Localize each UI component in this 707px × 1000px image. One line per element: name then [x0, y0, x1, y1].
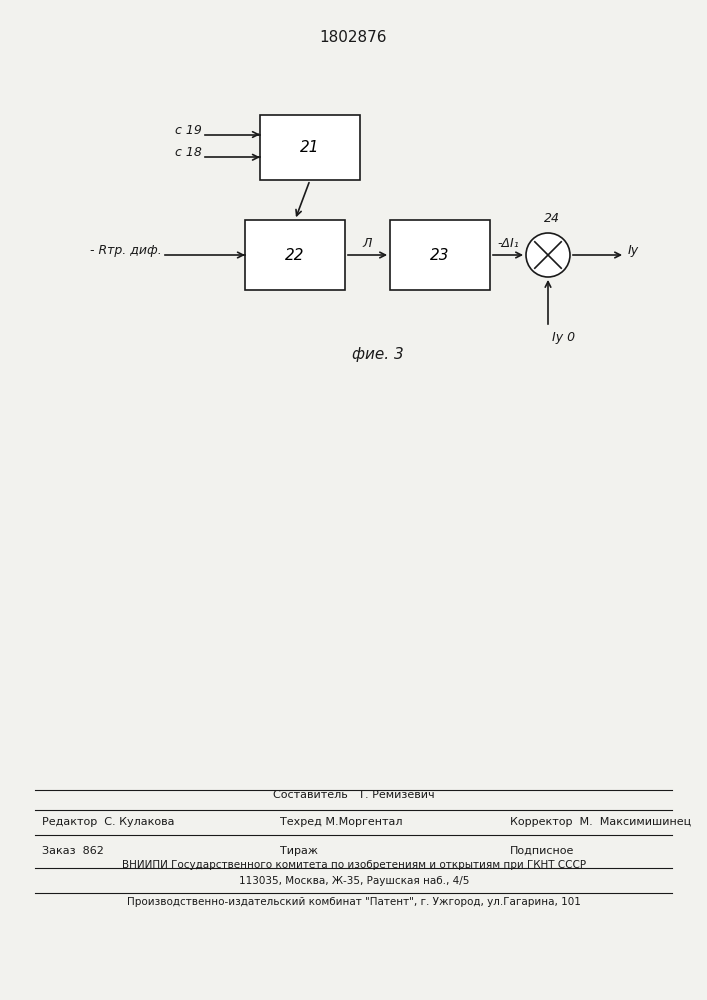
Text: c 18: c 18: [175, 146, 202, 159]
Text: -ΔI₁: -ΔI₁: [497, 237, 519, 250]
Text: Корректор  М.  Максимишинец: Корректор М. Максимишинец: [510, 817, 691, 827]
Text: 23: 23: [431, 247, 450, 262]
Text: Iу: Iу: [628, 244, 639, 257]
Bar: [260, 115, 360, 180]
Text: Редактор  С. Кулакова: Редактор С. Кулакова: [42, 817, 175, 827]
Text: c 19: c 19: [175, 123, 202, 136]
Text: 1802876: 1802876: [320, 30, 387, 45]
Text: 22: 22: [285, 247, 305, 262]
Text: Iу 0: Iу 0: [552, 331, 575, 344]
Text: Тираж: Тираж: [280, 846, 318, 856]
Circle shape: [526, 233, 570, 277]
Text: Подписное: Подписное: [510, 846, 574, 856]
Text: фие. 3: фие. 3: [351, 348, 404, 362]
Text: 113035, Москва, Ж-35, Раушская наб., 4/5: 113035, Москва, Ж-35, Раушская наб., 4/5: [239, 876, 469, 886]
Bar: [245, 220, 345, 290]
Text: 21: 21: [300, 140, 320, 155]
Bar: [390, 220, 490, 290]
Text: - Rтр. диф.: - Rтр. диф.: [90, 244, 162, 257]
Text: Заказ  862: Заказ 862: [42, 846, 104, 856]
Text: Производственно-издательский комбинат "Патент", г. Ужгород, ул.Гагарина, 101: Производственно-издательский комбинат "П…: [127, 897, 581, 907]
Text: Л: Л: [363, 237, 372, 250]
Text: Составитель   Т. Ремизевич: Составитель Т. Ремизевич: [273, 790, 435, 800]
Text: 24: 24: [544, 212, 560, 225]
Text: Техред М.Моргентал: Техред М.Моргентал: [280, 817, 402, 827]
Text: ВНИИПИ Государственного комитета по изобретениям и открытиям при ГКНТ СССР: ВНИИПИ Государственного комитета по изоб…: [122, 860, 586, 870]
